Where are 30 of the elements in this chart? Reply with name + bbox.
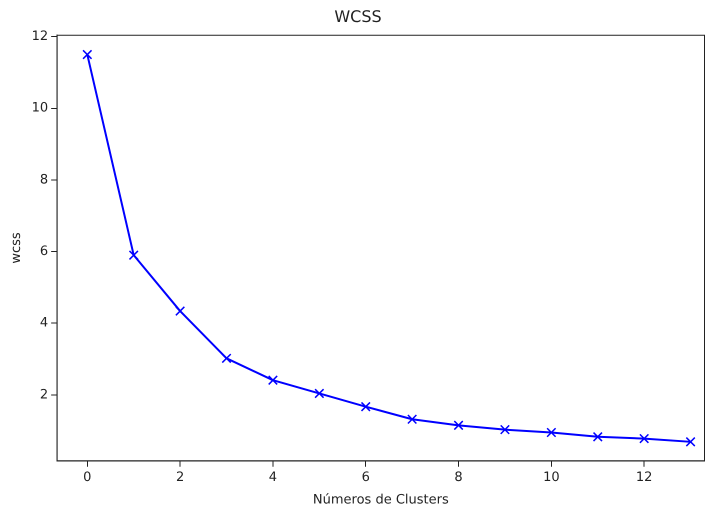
point <box>686 436 696 447</box>
x-axis-title: Números de Clusters <box>312 492 449 508</box>
point <box>360 402 371 412</box>
y-axis-title: wcss <box>9 232 24 264</box>
x-tick-label: 6 <box>362 470 370 485</box>
point <box>314 388 324 398</box>
x-tick-label: 10 <box>543 470 560 485</box>
point <box>639 434 650 444</box>
point <box>175 306 186 316</box>
point <box>128 250 139 260</box>
x-tick-label: 0 <box>83 470 92 485</box>
point <box>546 428 556 438</box>
chart-title: WCSS <box>334 6 382 26</box>
point <box>407 414 418 424</box>
y-tick-label: 4 <box>40 316 48 331</box>
x-tick-label: 4 <box>268 470 278 485</box>
point <box>592 432 603 442</box>
point <box>500 424 510 435</box>
point <box>268 375 278 386</box>
y-tick-label: 6 <box>40 244 48 259</box>
point <box>82 50 92 60</box>
y-tick-label: 10 <box>32 100 48 116</box>
point <box>222 353 232 364</box>
x-tick-label: 12 <box>636 470 652 485</box>
y-tick-label: 2 <box>40 387 48 402</box>
x-tick-label: 8 <box>454 470 463 485</box>
y-tick-label: 12 <box>32 29 48 44</box>
point <box>454 420 464 430</box>
x-tick-label: 2 <box>176 470 184 485</box>
y-tick-label: 8 <box>40 172 48 188</box>
